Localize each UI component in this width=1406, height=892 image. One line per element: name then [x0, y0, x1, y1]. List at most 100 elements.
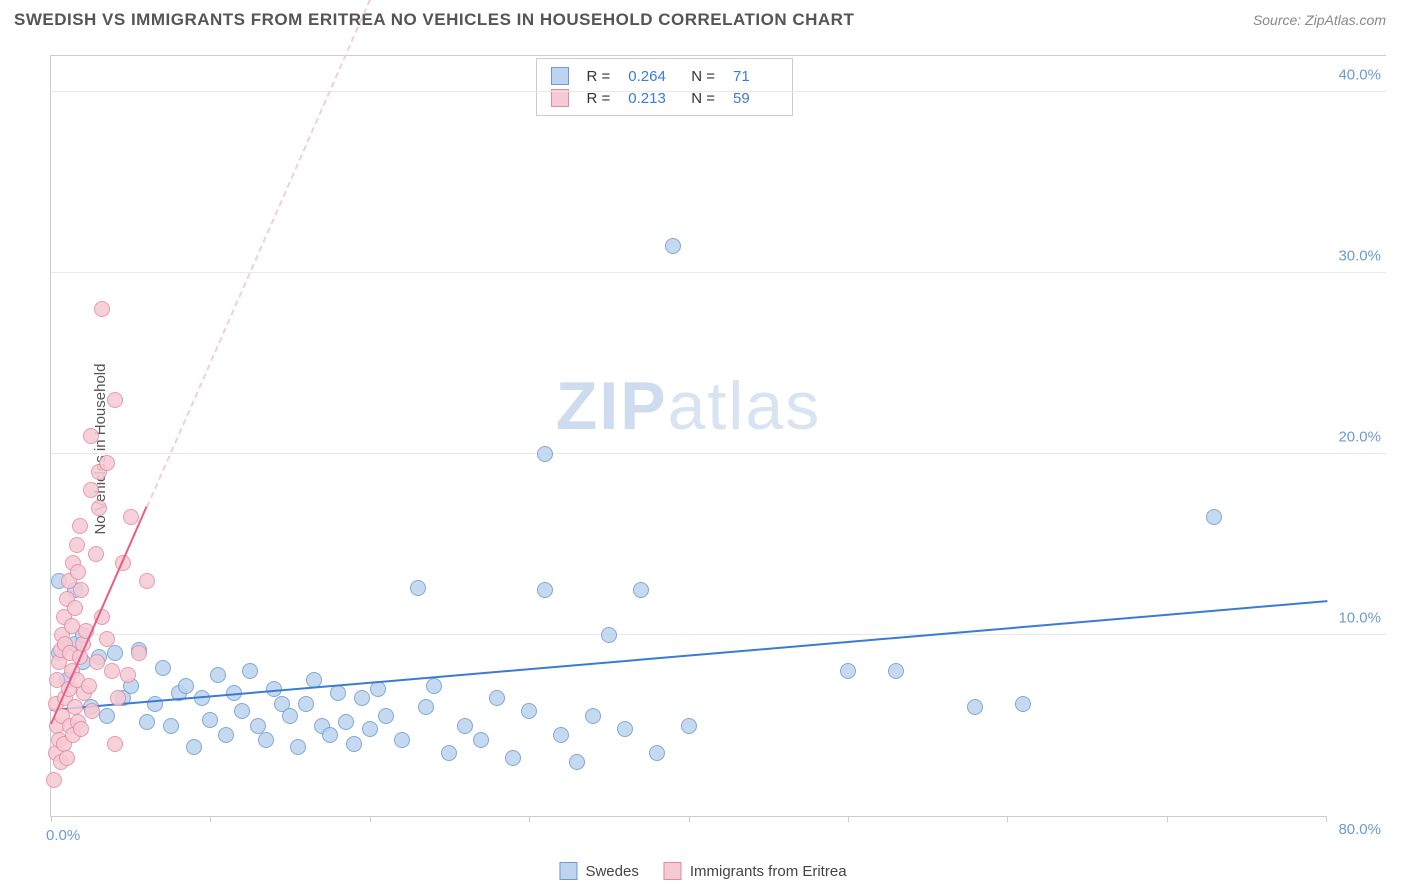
legend-swatch	[559, 862, 577, 880]
x-tick	[848, 816, 849, 822]
data-point	[178, 678, 194, 694]
gridline	[51, 91, 1386, 92]
data-point	[110, 690, 126, 706]
data-point	[258, 732, 274, 748]
x-tick	[1167, 816, 1168, 822]
legend-item: Swedes	[559, 862, 638, 880]
source-link[interactable]: ZipAtlas.com	[1305, 12, 1386, 28]
data-point	[88, 546, 104, 562]
chart-container: No Vehicles in Household ZIPatlas R =0.2…	[50, 55, 1386, 842]
series-legend: Swedes Immigrants from Eritrea	[559, 862, 846, 880]
data-point	[218, 727, 234, 743]
data-point	[394, 732, 410, 748]
data-point	[418, 699, 434, 715]
data-point	[282, 708, 298, 724]
data-point	[73, 582, 89, 598]
data-point	[585, 708, 601, 724]
data-point	[665, 238, 681, 254]
data-point	[553, 727, 569, 743]
data-point	[83, 482, 99, 498]
legend-item: Immigrants from Eritrea	[664, 862, 847, 880]
source-attribution: Source: ZipAtlas.com	[1253, 12, 1386, 28]
data-point	[70, 564, 86, 580]
data-point	[99, 631, 115, 647]
data-point	[298, 696, 314, 712]
data-point	[99, 708, 115, 724]
x-tick	[210, 816, 211, 822]
data-point	[290, 739, 306, 755]
data-point	[84, 703, 100, 719]
data-point	[967, 699, 983, 715]
x-tick	[51, 816, 52, 822]
data-point	[139, 714, 155, 730]
data-point	[81, 678, 97, 694]
data-point	[69, 537, 85, 553]
stat-n-value: 71	[733, 68, 778, 85]
stats-row: R =0.264N =71	[551, 65, 779, 87]
data-point	[410, 580, 426, 596]
watermark: ZIPatlas	[556, 367, 821, 445]
y-tick-label: 10.0%	[1338, 610, 1381, 627]
legend-label: Immigrants from Eritrea	[690, 863, 847, 880]
x-tick	[1007, 816, 1008, 822]
x-tick	[529, 816, 530, 822]
correlation-stats-box: R =0.264N =71R =0.213N =59	[536, 58, 794, 116]
stat-n-label: N =	[691, 68, 715, 85]
data-point	[840, 663, 856, 679]
data-point	[83, 428, 99, 444]
data-point	[163, 718, 179, 734]
data-point	[338, 714, 354, 730]
data-point	[362, 721, 378, 737]
data-point	[489, 690, 505, 706]
data-point	[681, 718, 697, 734]
data-point	[601, 627, 617, 643]
plot-area: ZIPatlas R =0.264N =71R =0.213N =59 0.0%…	[50, 56, 1326, 817]
data-point	[89, 654, 105, 670]
data-point	[1206, 509, 1222, 525]
stat-r-value: 0.264	[628, 68, 673, 85]
chart-title: SWEDISH VS IMMIGRANTS FROM ERITREA NO VE…	[14, 10, 854, 30]
data-point	[94, 301, 110, 317]
y-tick-label: 30.0%	[1338, 248, 1381, 265]
data-point	[123, 509, 139, 525]
data-point	[67, 600, 83, 616]
data-point	[441, 745, 457, 761]
data-point	[537, 582, 553, 598]
data-point	[234, 703, 250, 719]
data-point	[242, 663, 258, 679]
data-point	[210, 667, 226, 683]
data-point	[72, 518, 88, 534]
data-point	[107, 392, 123, 408]
data-point	[378, 708, 394, 724]
data-point	[457, 718, 473, 734]
data-point	[99, 455, 115, 471]
trend-line-extrapolation	[146, 0, 403, 507]
data-point	[91, 500, 107, 516]
data-point	[155, 660, 171, 676]
data-point	[617, 721, 633, 737]
legend-swatch	[664, 862, 682, 880]
data-point	[521, 703, 537, 719]
data-point	[346, 736, 362, 752]
data-point	[104, 663, 120, 679]
data-point	[139, 573, 155, 589]
data-point	[322, 727, 338, 743]
x-axis-label-min: 0.0%	[46, 827, 80, 844]
y-tick-label: 40.0%	[1338, 67, 1381, 84]
data-point	[537, 446, 553, 462]
gridline	[51, 453, 1386, 454]
data-point	[370, 681, 386, 697]
data-point	[633, 582, 649, 598]
data-point	[73, 721, 89, 737]
data-point	[888, 663, 904, 679]
data-point	[569, 754, 585, 770]
legend-swatch	[551, 67, 569, 85]
y-tick-label: 20.0%	[1338, 429, 1381, 446]
data-point	[59, 750, 75, 766]
data-point	[147, 696, 163, 712]
gridline	[51, 634, 1386, 635]
data-point	[330, 685, 346, 701]
data-point	[473, 732, 489, 748]
data-point	[505, 750, 521, 766]
data-point	[202, 712, 218, 728]
